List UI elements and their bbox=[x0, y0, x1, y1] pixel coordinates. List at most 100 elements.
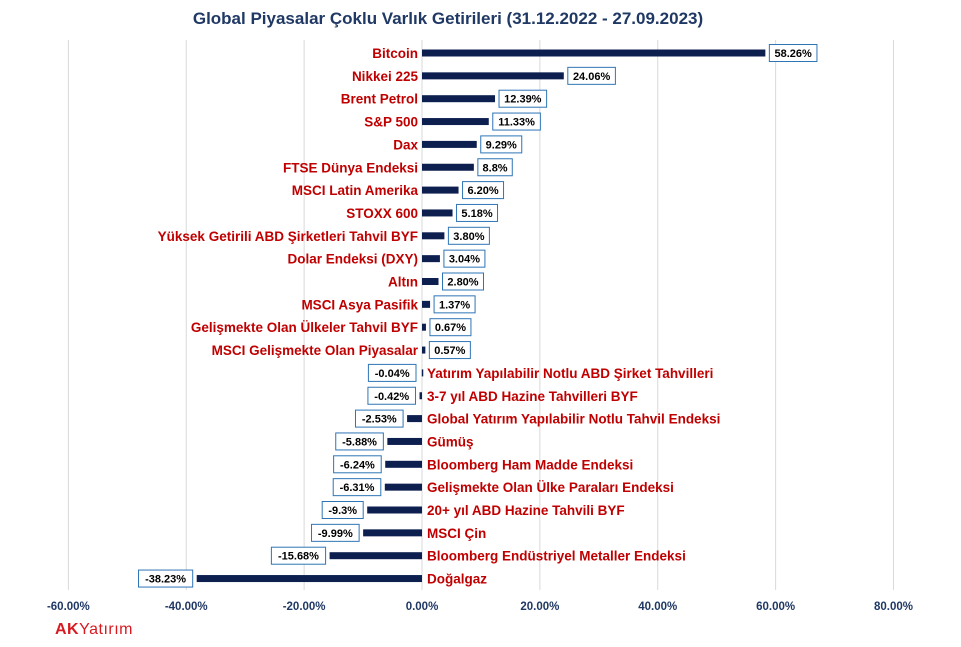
bar bbox=[422, 300, 431, 308]
category-label: Brent Petrol bbox=[341, 92, 418, 107]
x-tick-label: -20.00% bbox=[283, 601, 326, 613]
data-label-text: -5.88% bbox=[342, 436, 377, 448]
akyatirim-logo: AKYatırım bbox=[55, 621, 133, 639]
category-label: Dax bbox=[393, 137, 418, 152]
data-label-text: 5.18% bbox=[461, 208, 492, 220]
data-label-box bbox=[333, 455, 382, 474]
data-labels: 58.26% 24.06% 12.39% 11.33% 9.29% 8.8% 6.20% 5.… bbox=[137, 44, 818, 588]
data-label: 0.67% bbox=[429, 318, 472, 337]
data-label-text: -9.99% bbox=[318, 528, 353, 540]
data-label-box bbox=[492, 112, 541, 131]
data-label-text: 6.20% bbox=[467, 185, 498, 197]
bar bbox=[407, 415, 422, 423]
data-label-box bbox=[367, 386, 417, 405]
x-tick-label: 60.00% bbox=[756, 601, 795, 613]
data-label-box bbox=[429, 318, 472, 337]
category-label: Global Yatırım Yapılabilir Notlu Tahvil … bbox=[427, 412, 720, 427]
data-label: -6.31% bbox=[332, 478, 382, 497]
data-label-text: -38.23% bbox=[145, 574, 186, 586]
chart-title: Global Piyasalar Çoklu Varlık Getirileri… bbox=[193, 9, 703, 28]
bar bbox=[422, 232, 445, 240]
data-label: 0.57% bbox=[428, 341, 471, 360]
bar bbox=[363, 529, 422, 537]
category-label: Bloomberg Ham Madde Endeksi bbox=[427, 457, 633, 472]
data-label-text: -2.53% bbox=[362, 414, 397, 426]
bar bbox=[384, 483, 422, 491]
bar bbox=[419, 392, 422, 400]
data-label-box bbox=[768, 44, 818, 62]
data-label-text: -0.42% bbox=[374, 391, 409, 403]
data-label-box bbox=[311, 523, 360, 542]
data-label-box bbox=[367, 363, 417, 382]
data-label-text: 58.26% bbox=[774, 48, 812, 60]
bar bbox=[196, 575, 422, 583]
category-label: Bloomberg Endüstriyel Metaller Endeksi bbox=[427, 549, 686, 564]
category-label: Bitcoin bbox=[372, 46, 418, 61]
data-label-box bbox=[332, 478, 382, 497]
data-label: 58.26% bbox=[768, 44, 818, 62]
data-label-box bbox=[477, 158, 513, 177]
x-tick-label: 0.00% bbox=[406, 601, 439, 613]
bar bbox=[329, 552, 422, 560]
data-label-text: 3.04% bbox=[449, 254, 480, 266]
data-label-text: 1.37% bbox=[439, 299, 470, 311]
data-label: -6.24% bbox=[333, 455, 382, 474]
bar bbox=[422, 346, 426, 354]
bar bbox=[422, 163, 474, 171]
data-label: -5.88% bbox=[335, 432, 384, 451]
category-label: Altın bbox=[388, 275, 418, 290]
bar bbox=[422, 186, 459, 194]
x-tick-label: -40.00% bbox=[165, 601, 208, 613]
bar bbox=[387, 437, 422, 445]
data-label-text: 9.29% bbox=[486, 139, 517, 151]
data-label-box bbox=[443, 249, 486, 268]
category-labels: Bitcoin Nikkei 225 Brent Petrol S&P 500 Dax F… bbox=[158, 46, 721, 587]
data-label-text: -6.31% bbox=[340, 482, 375, 494]
data-label-box bbox=[428, 341, 471, 360]
data-label: 5.18% bbox=[456, 203, 499, 222]
data-label: 24.06% bbox=[567, 66, 616, 85]
data-label-box bbox=[567, 66, 616, 85]
bar bbox=[422, 118, 489, 126]
x-tick-label: 20.00% bbox=[520, 601, 559, 613]
x-tick-label: -60.00% bbox=[47, 601, 90, 613]
data-label: 1.37% bbox=[433, 295, 476, 314]
data-label-box bbox=[447, 226, 490, 245]
category-label: Yatırım Yapılabilir Notlu ABD Şirket Tah… bbox=[427, 366, 713, 381]
data-label-box bbox=[498, 89, 548, 108]
bar bbox=[422, 278, 439, 285]
category-label: MSCI Gelişmekte Olan Piyasalar bbox=[212, 343, 419, 358]
data-label: 8.8% bbox=[477, 158, 513, 177]
x-tick-label: 80.00% bbox=[874, 601, 913, 613]
category-label: FTSE Dünya Endeksi bbox=[283, 160, 418, 175]
data-label-text: -15.68% bbox=[278, 551, 319, 563]
data-label-text: -6.24% bbox=[340, 459, 375, 471]
bar bbox=[422, 95, 496, 103]
bars bbox=[196, 49, 766, 583]
data-label-box bbox=[433, 295, 476, 314]
data-label-text: -9.3% bbox=[328, 505, 357, 517]
data-label-box bbox=[442, 272, 485, 291]
category-label: STOXX 600 bbox=[346, 206, 418, 221]
bar bbox=[422, 72, 564, 80]
x-axis-ticks: -60.00% -40.00% -20.00% 0.00% 20.00% 40.00% 60… bbox=[47, 601, 913, 613]
grid bbox=[67, 40, 894, 590]
category-label: Yüksek Getirili ABD Şirketleri Tahvil BY… bbox=[158, 229, 418, 244]
bar bbox=[422, 49, 766, 57]
category-label: 3-7 yıl ABD Hazine Tahvilleri BYF bbox=[427, 389, 638, 404]
bar bbox=[421, 369, 424, 377]
bar bbox=[367, 506, 422, 514]
data-label-text: 0.57% bbox=[434, 345, 465, 357]
data-label-box bbox=[480, 135, 523, 154]
category-label: Nikkei 225 bbox=[352, 69, 419, 84]
data-label: -9.99% bbox=[311, 523, 360, 542]
data-label: 12.39% bbox=[498, 89, 548, 108]
data-label: 2.80% bbox=[442, 272, 485, 291]
data-label: 6.20% bbox=[462, 181, 505, 200]
logo-ak-text: AK bbox=[55, 621, 80, 638]
category-label: Gelişmekte Olan Ülke Paraları Endeksi bbox=[427, 480, 674, 495]
category-label: Doğalgaz bbox=[427, 572, 487, 587]
category-label: MSCI Asya Pasifik bbox=[301, 297, 418, 312]
data-label-text: -0.04% bbox=[375, 368, 410, 380]
data-label-box bbox=[137, 569, 194, 588]
